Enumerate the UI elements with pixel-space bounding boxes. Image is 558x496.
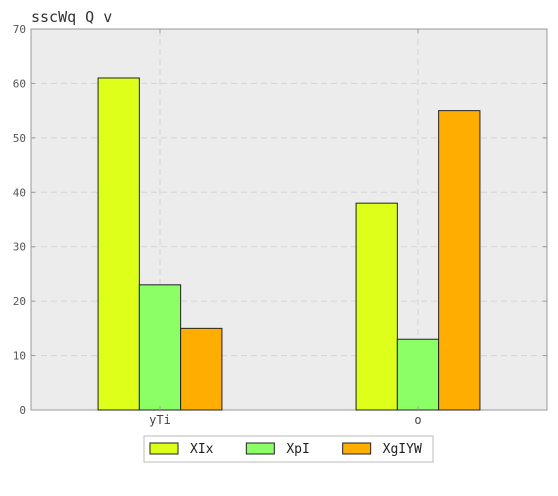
- bar-XgIYW-o: [438, 110, 481, 411]
- bar-XpI-o: [396, 338, 440, 411]
- y-tick-label: 70: [13, 23, 26, 36]
- legend-label: XpI: [286, 442, 309, 457]
- legend: XIx XpI XgIYW: [143, 435, 434, 463]
- y-axis: 0 10 20 30 40 50 60 70: [13, 23, 547, 417]
- y-tick-label: 50: [13, 132, 26, 145]
- legend-swatch: [245, 442, 275, 455]
- y-tick-label: 10: [13, 350, 26, 363]
- bar-XIx-o: [355, 202, 398, 411]
- y-tick-label: 40: [13, 186, 26, 199]
- x-axis: yTi o: [149, 29, 422, 427]
- bar-XpI-yTi: [138, 284, 182, 411]
- y-tick-label: 30: [13, 241, 26, 254]
- bar-XgIYW-yTi: [180, 327, 223, 411]
- legend-label: XIx: [190, 442, 214, 457]
- bars: [97, 77, 481, 411]
- legend-box: [143, 435, 434, 463]
- chart-title: sscWq Q v: [31, 8, 112, 26]
- y-tick-label: 0: [19, 404, 26, 417]
- y-tick-label: 20: [13, 295, 26, 308]
- y-tick-label: 60: [13, 77, 26, 90]
- legend-swatch: [342, 442, 372, 455]
- x-tick-label: yTi: [149, 413, 171, 427]
- legend-swatch: [149, 442, 179, 455]
- bar-XIx-yTi: [97, 77, 140, 411]
- x-tick-label: o: [414, 413, 421, 427]
- legend-label: XgIYW: [383, 442, 422, 457]
